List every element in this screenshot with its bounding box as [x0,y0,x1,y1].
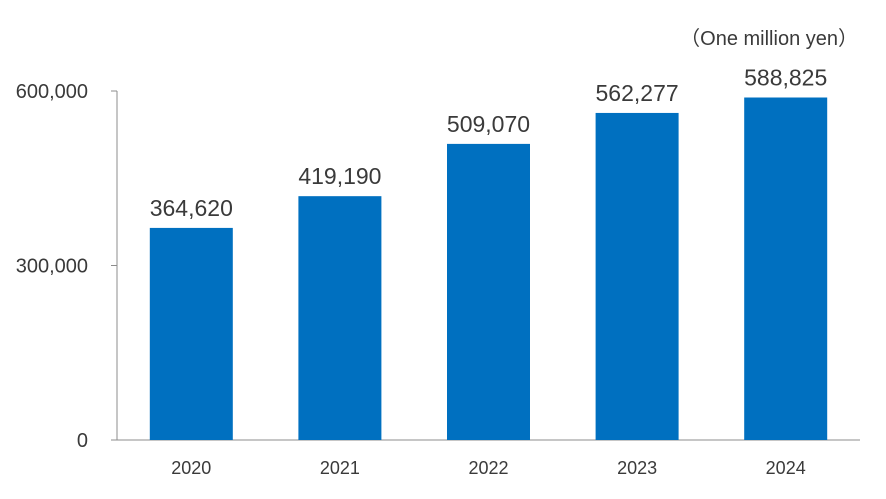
bar [149,227,233,440]
x-tick-label: 2023 [617,458,657,478]
x-tick-label: 2020 [171,458,211,478]
unit-label: （One million yen） [680,28,858,50]
x-tick-label: 2024 [766,458,806,478]
y-tick-label: 600,000 [16,81,88,103]
data-label: 419,190 [298,163,381,189]
data-label: 509,070 [447,111,530,137]
data-label: 588,825 [744,65,827,91]
bar [744,97,828,440]
data-label: 562,277 [596,80,679,106]
y-tick-label: 300,000 [16,256,88,278]
bar [447,143,530,441]
x-tick-label: 2022 [468,458,508,478]
data-label: 364,620 [150,195,233,221]
y-tick-label: 0 [77,430,88,452]
bar [298,196,382,440]
bar [595,112,679,441]
x-tick-label: 2021 [320,458,360,478]
